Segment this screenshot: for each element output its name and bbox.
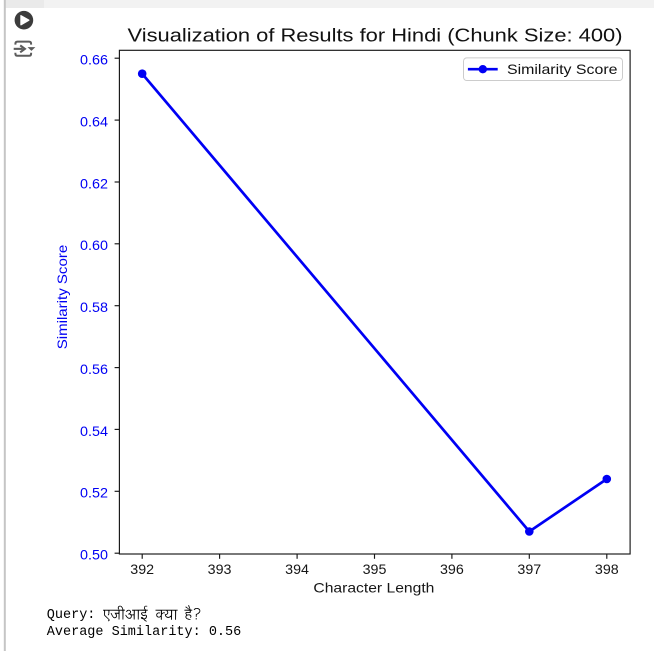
svg-text:396: 396 — [440, 562, 464, 577]
svg-text:0.64: 0.64 — [80, 114, 108, 129]
svg-text:Visualization of Results for H: Visualization of Results for Hindi (Chun… — [128, 25, 623, 45]
svg-text:0.52: 0.52 — [80, 486, 108, 501]
svg-text:398: 398 — [595, 562, 619, 577]
svg-text:Query:: Query: — [47, 608, 96, 623]
svg-text:392: 392 — [130, 562, 154, 577]
svg-text:0.58: 0.58 — [80, 300, 108, 315]
svg-text:395: 395 — [363, 562, 387, 577]
svg-text:0.60: 0.60 — [80, 238, 108, 253]
svg-text:0.50: 0.50 — [80, 548, 108, 563]
svg-text:Character Length: Character Length — [313, 580, 434, 596]
svg-text:Similarity Score: Similarity Score — [507, 62, 618, 77]
svg-text:0.66: 0.66 — [80, 53, 108, 68]
svg-text:Average Similarity: 0.56: Average Similarity: 0.56 — [47, 625, 241, 640]
svg-text:0.56: 0.56 — [80, 362, 108, 377]
svg-text:0.54: 0.54 — [80, 424, 108, 439]
svg-text:393: 393 — [208, 562, 232, 577]
svg-text:Similarity Score: Similarity Score — [54, 245, 70, 350]
svg-text:0.62: 0.62 — [80, 176, 108, 191]
svg-text:397: 397 — [517, 562, 541, 577]
svg-text:394: 394 — [285, 562, 309, 577]
